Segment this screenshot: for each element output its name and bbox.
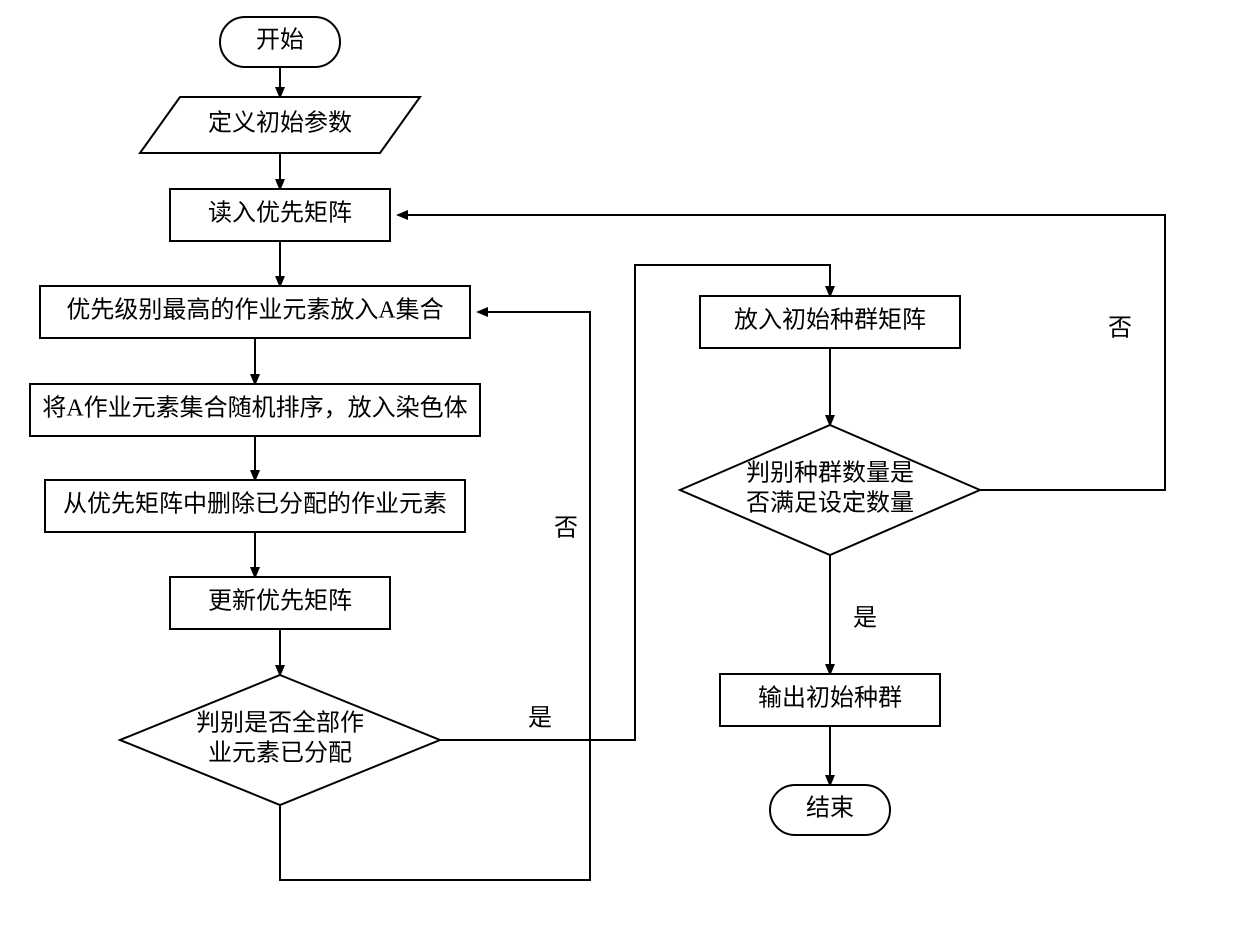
edge-label-dec2-read: 否: [1108, 316, 1132, 342]
node-label-sortA: 将A作业元素集合随机排序，放入染色体: [42, 395, 467, 422]
node-putPop: 放入初始种群矩阵: [700, 296, 960, 348]
nodes-layer: 开始定义初始参数读入优先矩阵优先级别最高的作业元素放入A集合将A作业元素集合随机…: [30, 17, 980, 835]
node-label-dec2: 否满足设定数量: [746, 490, 914, 517]
node-delA: 从优先矩阵中删除已分配的作业元素: [45, 480, 465, 532]
node-label-putA: 优先级别最高的作业元素放入A集合: [66, 297, 443, 324]
node-label-update: 更新优先矩阵: [208, 588, 352, 615]
node-label-delA: 从优先矩阵中删除已分配的作业元素: [63, 491, 447, 518]
node-putA: 优先级别最高的作业元素放入A集合: [40, 286, 470, 338]
node-label-dec1: 判别是否全部作: [196, 710, 364, 737]
node-label-dec2: 判别种群数量是: [746, 460, 914, 487]
node-label-start: 开始: [256, 27, 304, 54]
edge-label-dec1-putPop: 是: [528, 706, 552, 732]
node-output: 输出初始种群: [720, 674, 940, 726]
node-label-putPop: 放入初始种群矩阵: [734, 307, 926, 334]
flowchart-canvas: 否是否是开始定义初始参数读入优先矩阵优先级别最高的作业元素放入A集合将A作业元素…: [0, 0, 1240, 930]
node-start: 开始: [220, 17, 340, 67]
node-label-init: 定义初始参数: [208, 110, 352, 137]
node-label-output: 输出初始种群: [758, 685, 902, 712]
node-label-end: 结束: [806, 795, 854, 822]
node-dec1: 判别是否全部作业元素已分配: [120, 675, 440, 805]
node-dec2: 判别种群数量是否满足设定数量: [680, 425, 980, 555]
node-label-read: 读入优先矩阵: [208, 200, 352, 227]
node-end: 结束: [770, 785, 890, 835]
edge-label-dec1-putA: 否: [554, 516, 578, 542]
node-label-dec1: 业元素已分配: [208, 740, 352, 767]
edge-label-dec2-output: 是: [853, 606, 877, 632]
node-update: 更新优先矩阵: [170, 577, 390, 629]
node-sortA: 将A作业元素集合随机排序，放入染色体: [30, 384, 480, 436]
node-init: 定义初始参数: [140, 97, 420, 153]
node-read: 读入优先矩阵: [170, 189, 390, 241]
